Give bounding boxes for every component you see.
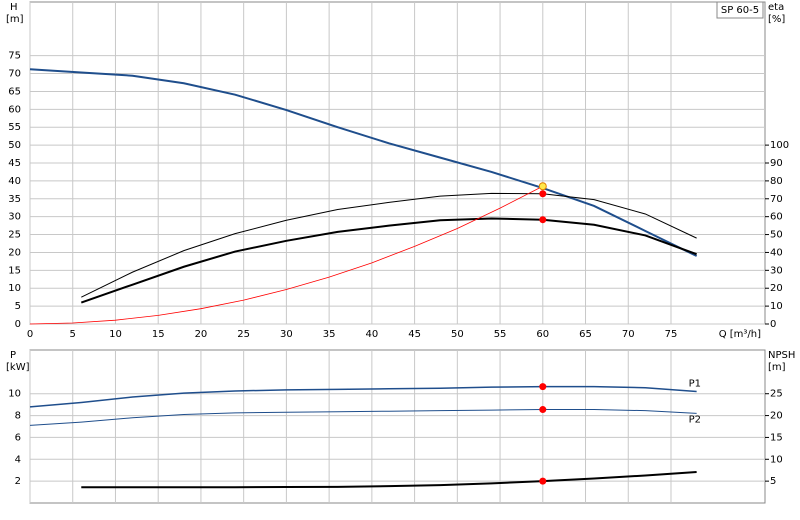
y-tick-label: 20 bbox=[8, 247, 21, 258]
y-axis-unit: [kW] bbox=[6, 362, 30, 373]
y2-tick-label: 50 bbox=[770, 230, 783, 241]
y-tick-label: 0 bbox=[15, 319, 21, 330]
y-tick-label: 30 bbox=[8, 212, 21, 223]
curve-label: P2 bbox=[689, 414, 701, 425]
y-tick-label: 10 bbox=[8, 283, 21, 294]
curve bbox=[29, 185, 543, 325]
y-tick-label: 4 bbox=[15, 454, 21, 465]
y-tick-label: 35 bbox=[8, 194, 21, 205]
x-tick-label: 15 bbox=[152, 329, 165, 340]
y-axis-label: H bbox=[10, 2, 18, 13]
duty-point bbox=[539, 216, 547, 224]
y-tick-label: 6 bbox=[15, 432, 21, 443]
y2-tick-label: 40 bbox=[770, 247, 783, 258]
y-tick-label: 65 bbox=[8, 86, 21, 97]
y2-axis-label: eta bbox=[768, 2, 784, 13]
y2-tick-label: 80 bbox=[770, 176, 783, 187]
y-tick-label: 60 bbox=[8, 104, 21, 115]
y2-tick-label: 100 bbox=[770, 140, 789, 151]
duty-point bbox=[539, 190, 547, 198]
y2-axis-unit: [m] bbox=[768, 362, 786, 373]
x-tick-label: 30 bbox=[280, 329, 293, 340]
curve bbox=[29, 409, 697, 426]
y2-tick-label: 20 bbox=[770, 283, 783, 294]
y2-tick-label: 70 bbox=[770, 194, 783, 205]
y2-tick-label: 25 bbox=[770, 389, 783, 400]
y-tick-label: 15 bbox=[8, 265, 21, 276]
y-tick-label: 75 bbox=[8, 51, 21, 62]
x-tick-label: 25 bbox=[237, 329, 250, 340]
x-axis-label: Q [m³/h] bbox=[719, 329, 761, 340]
x-tick-label: 40 bbox=[365, 329, 378, 340]
x-tick-label: 0 bbox=[27, 329, 33, 340]
curve bbox=[29, 68, 698, 257]
x-tick-label: 20 bbox=[195, 329, 208, 340]
x-tick-label: 70 bbox=[622, 329, 635, 340]
y2-tick-label: 20 bbox=[770, 411, 783, 422]
x-tick-label: 50 bbox=[451, 329, 464, 340]
y-tick-label: 45 bbox=[8, 158, 21, 169]
y-tick-label: 5 bbox=[15, 301, 21, 312]
curve bbox=[81, 192, 697, 298]
y-tick-label: 70 bbox=[8, 69, 21, 80]
x-tick-label: 5 bbox=[70, 329, 76, 340]
x-tick-label: 10 bbox=[109, 329, 122, 340]
y2-tick-label: 0 bbox=[770, 319, 776, 330]
y-tick-label: 40 bbox=[8, 176, 21, 187]
y2-tick-label: 15 bbox=[770, 432, 783, 443]
x-tick-label: 65 bbox=[579, 329, 592, 340]
y-axis-unit: [m] bbox=[6, 14, 24, 25]
plot-area bbox=[29, 349, 766, 504]
y-tick-label: 10 bbox=[8, 389, 21, 400]
curve bbox=[29, 385, 697, 408]
x-tick-label: 35 bbox=[323, 329, 336, 340]
x-tick-label: 75 bbox=[665, 329, 678, 340]
chart-title: SP 60-5 bbox=[721, 5, 759, 16]
y2-tick-label: 90 bbox=[770, 158, 783, 169]
duty-point bbox=[539, 383, 547, 391]
x-tick-label: 55 bbox=[494, 329, 507, 340]
y2-tick-label: 60 bbox=[770, 212, 783, 223]
y2-tick-label: 10 bbox=[770, 301, 783, 312]
x-tick-label: 45 bbox=[408, 329, 421, 340]
curve bbox=[80, 217, 697, 304]
y-tick-label: 8 bbox=[15, 411, 21, 422]
y2-tick-label: 30 bbox=[770, 265, 783, 276]
y-axis-label: P bbox=[10, 350, 16, 361]
y2-tick-label: 10 bbox=[770, 454, 783, 465]
y2-tick-label: 5 bbox=[770, 476, 776, 487]
y-tick-label: 25 bbox=[8, 230, 21, 241]
y2-axis-unit: [%] bbox=[768, 14, 785, 25]
x-tick-label: 60 bbox=[536, 329, 549, 340]
y-tick-label: 55 bbox=[8, 122, 21, 133]
y-tick-label: 50 bbox=[8, 140, 21, 151]
y2-axis-label: NPSH bbox=[768, 350, 795, 361]
title-box bbox=[716, 1, 764, 19]
curve-label: P1 bbox=[689, 379, 701, 390]
duty-point bbox=[539, 477, 547, 485]
y-tick-label: 2 bbox=[15, 476, 21, 487]
curve bbox=[81, 470, 697, 489]
duty-point bbox=[538, 182, 547, 191]
duty-point bbox=[539, 406, 547, 414]
